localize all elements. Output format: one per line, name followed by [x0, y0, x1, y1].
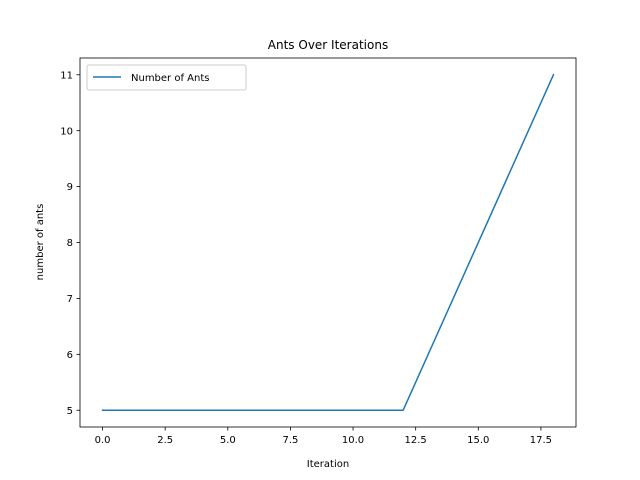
chart-title: Ants Over Iterations: [268, 38, 388, 52]
x-tick-label: 0.0: [95, 435, 111, 446]
series-line-0: [101, 73, 555, 411]
y-tick-label: 10: [60, 126, 73, 137]
y-axis-label: number of ants: [35, 204, 46, 281]
y-tick-label: 5: [67, 406, 73, 417]
legend-label-number-of-ants: Number of Ants: [131, 73, 209, 84]
series-layer: [101, 73, 555, 411]
x-tick-label: 7.5: [282, 435, 298, 446]
x-axis-ticks: 0.0 2.5 5.0 7.5 10.0 12.5 15.0 17.5: [95, 427, 552, 446]
y-tick-label: 11: [60, 70, 73, 81]
x-tick-label: 2.5: [157, 435, 173, 446]
x-tick-label: 10.0: [342, 435, 364, 446]
x-tick-label: 5.0: [220, 435, 236, 446]
y-tick-label: 9: [67, 182, 73, 193]
y-tick-label: 6: [67, 350, 73, 361]
y-tick-label: 7: [67, 294, 73, 305]
x-tick-label: 15.0: [467, 435, 489, 446]
y-axis-ticks: 5 6 7 8 9 10 11: [60, 70, 80, 417]
x-axis-label: Iteration: [307, 459, 349, 470]
x-tick-label: 17.5: [530, 435, 552, 446]
legend-box: [86, 64, 247, 91]
legend: Number of Ants: [86, 64, 247, 91]
y-tick-label: 8: [67, 238, 73, 249]
x-tick-label: 12.5: [405, 435, 427, 446]
